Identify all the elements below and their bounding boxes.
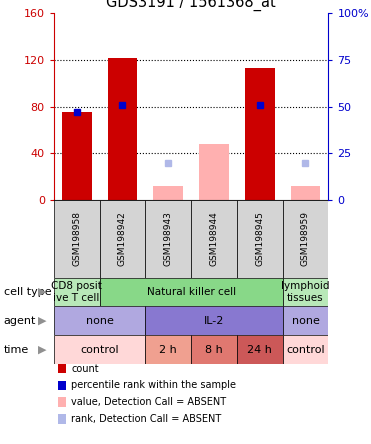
Text: none: none bbox=[292, 316, 319, 326]
Bar bbox=[99, 278, 283, 306]
Bar bbox=[191, 335, 237, 364]
Bar bbox=[290, 186, 320, 200]
Bar bbox=[153, 186, 183, 200]
Bar bbox=[145, 306, 283, 335]
Text: value, Detection Call = ABSENT: value, Detection Call = ABSENT bbox=[71, 397, 226, 407]
Bar bbox=[191, 200, 237, 278]
Bar bbox=[145, 200, 191, 278]
Bar bbox=[283, 306, 328, 335]
Text: rank, Detection Call = ABSENT: rank, Detection Call = ABSENT bbox=[71, 414, 221, 424]
Text: ▶: ▶ bbox=[39, 316, 47, 326]
Text: GSM198958: GSM198958 bbox=[72, 211, 81, 266]
Text: CD8 posit
ive T cell: CD8 posit ive T cell bbox=[51, 281, 102, 303]
Text: 2 h: 2 h bbox=[159, 345, 177, 355]
Bar bbox=[245, 68, 275, 200]
Bar bbox=[283, 335, 328, 364]
Text: none: none bbox=[86, 316, 114, 326]
Text: control: control bbox=[80, 345, 119, 355]
Bar bbox=[237, 335, 283, 364]
Bar bbox=[54, 200, 99, 278]
Text: GSM198943: GSM198943 bbox=[164, 211, 173, 266]
Text: GSM198944: GSM198944 bbox=[210, 211, 219, 266]
Text: 24 h: 24 h bbox=[247, 345, 272, 355]
Text: control: control bbox=[286, 345, 325, 355]
Text: cell type: cell type bbox=[4, 287, 51, 297]
Text: Natural killer cell: Natural killer cell bbox=[147, 287, 236, 297]
Title: GDS3191 / 1561368_at: GDS3191 / 1561368_at bbox=[106, 0, 276, 11]
Bar bbox=[237, 200, 283, 278]
Text: ▶: ▶ bbox=[39, 287, 47, 297]
Bar bbox=[199, 144, 229, 200]
Bar bbox=[99, 200, 145, 278]
Bar bbox=[62, 112, 92, 200]
Bar bbox=[54, 306, 145, 335]
Bar bbox=[54, 335, 145, 364]
Bar bbox=[283, 200, 328, 278]
Bar bbox=[108, 58, 137, 200]
Text: GSM198945: GSM198945 bbox=[255, 211, 264, 266]
Text: lymphoid
tissues: lymphoid tissues bbox=[281, 281, 330, 303]
Text: agent: agent bbox=[4, 316, 36, 326]
Text: percentile rank within the sample: percentile rank within the sample bbox=[71, 381, 236, 390]
Bar bbox=[54, 278, 99, 306]
Text: 8 h: 8 h bbox=[205, 345, 223, 355]
Bar bbox=[283, 278, 328, 306]
Text: time: time bbox=[4, 345, 29, 355]
Text: GSM198942: GSM198942 bbox=[118, 211, 127, 266]
Text: ▶: ▶ bbox=[39, 345, 47, 355]
Text: IL-2: IL-2 bbox=[204, 316, 224, 326]
Text: GSM198959: GSM198959 bbox=[301, 211, 310, 266]
Bar bbox=[145, 335, 191, 364]
Text: count: count bbox=[71, 364, 99, 373]
